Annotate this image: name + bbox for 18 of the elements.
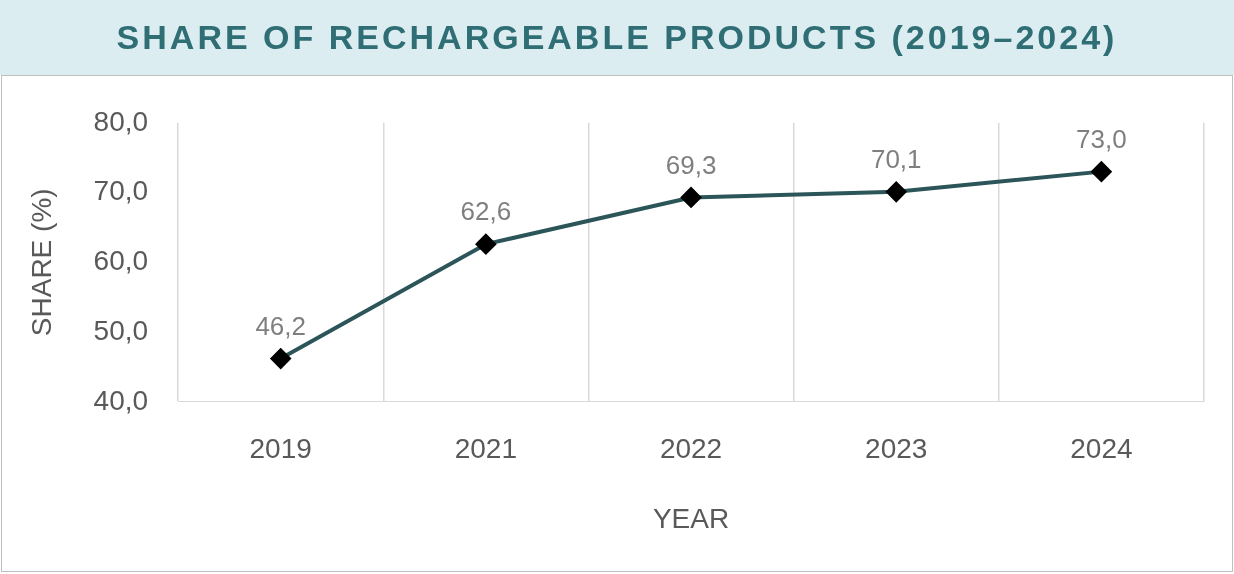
x-tick-label: 2024 [1070, 433, 1133, 465]
data-label: 46,2 [255, 310, 306, 341]
data-label: 70,1 [870, 144, 922, 175]
data-label: 69,3 [665, 149, 717, 180]
y-tick-label: 70,0 [93, 175, 149, 207]
y-tick-label: 80,0 [93, 105, 149, 137]
data-label: 73,0 [1076, 123, 1127, 154]
x-tick-label: 2023 [865, 433, 928, 465]
y-tick-label: 50,0 [93, 314, 149, 346]
x-tick-label: 2022 [659, 433, 723, 465]
y-tick-label: 60,0 [93, 245, 149, 277]
x-tick-label: 2019 [249, 433, 312, 465]
y-axis-title: SHARE (%) [25, 188, 57, 337]
data-label: 62,6 [460, 196, 512, 227]
chart-title: SHARE OF RECHARGEABLE PRODUCTS (2019–2024) [0, 0, 1234, 75]
y-tick-label: 40,0 [93, 384, 149, 416]
x-axis-title: YEAR [652, 502, 730, 534]
x-tick-label: 2021 [454, 433, 518, 465]
